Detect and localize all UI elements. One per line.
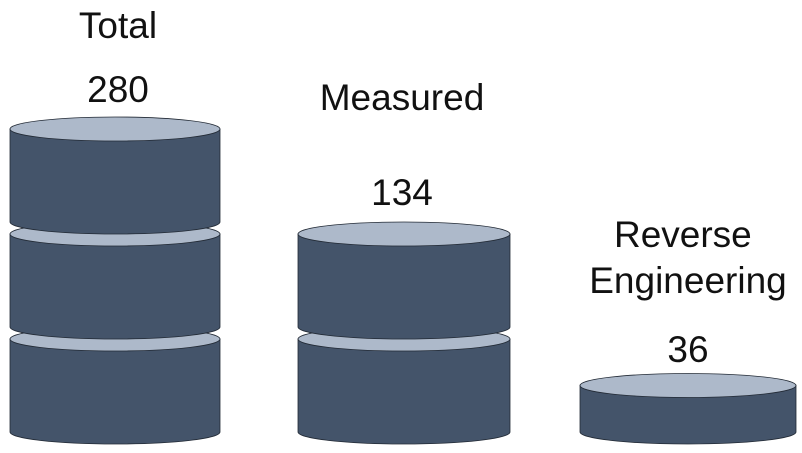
category-label-measured: Measured [320,77,485,118]
category-label-total: Total [79,5,157,46]
cylinder-body [297,338,511,445]
cylinder-total-3 [9,116,221,235]
category-label-reverse-engineering: Reverse Engineering [589,214,786,301]
cylinder-measured-1 [297,326,511,445]
value-label-total: 280 [87,69,149,110]
cylinder-body [9,338,221,445]
cylinder-body [9,233,221,340]
category-label-line-2: Engineering [589,260,786,301]
value-label-reverse-engineering: 36 [667,329,708,370]
cylinder-body [9,128,221,235]
cylinder-total-1 [9,326,221,445]
cylinder-body [297,233,511,340]
category-label-line-1: Reverse [614,214,752,255]
cylinder-reverse-engineering-1 [579,373,797,445]
cylinder-top [297,221,511,247]
cylinder-body [579,385,797,445]
cylinder-top [9,116,221,142]
value-label-measured: 134 [371,172,433,213]
cylinder-top [579,373,797,398]
cylinder-marks [9,116,797,445]
cylinder-measured-2 [297,221,511,340]
cylinder-total-2 [9,221,221,340]
